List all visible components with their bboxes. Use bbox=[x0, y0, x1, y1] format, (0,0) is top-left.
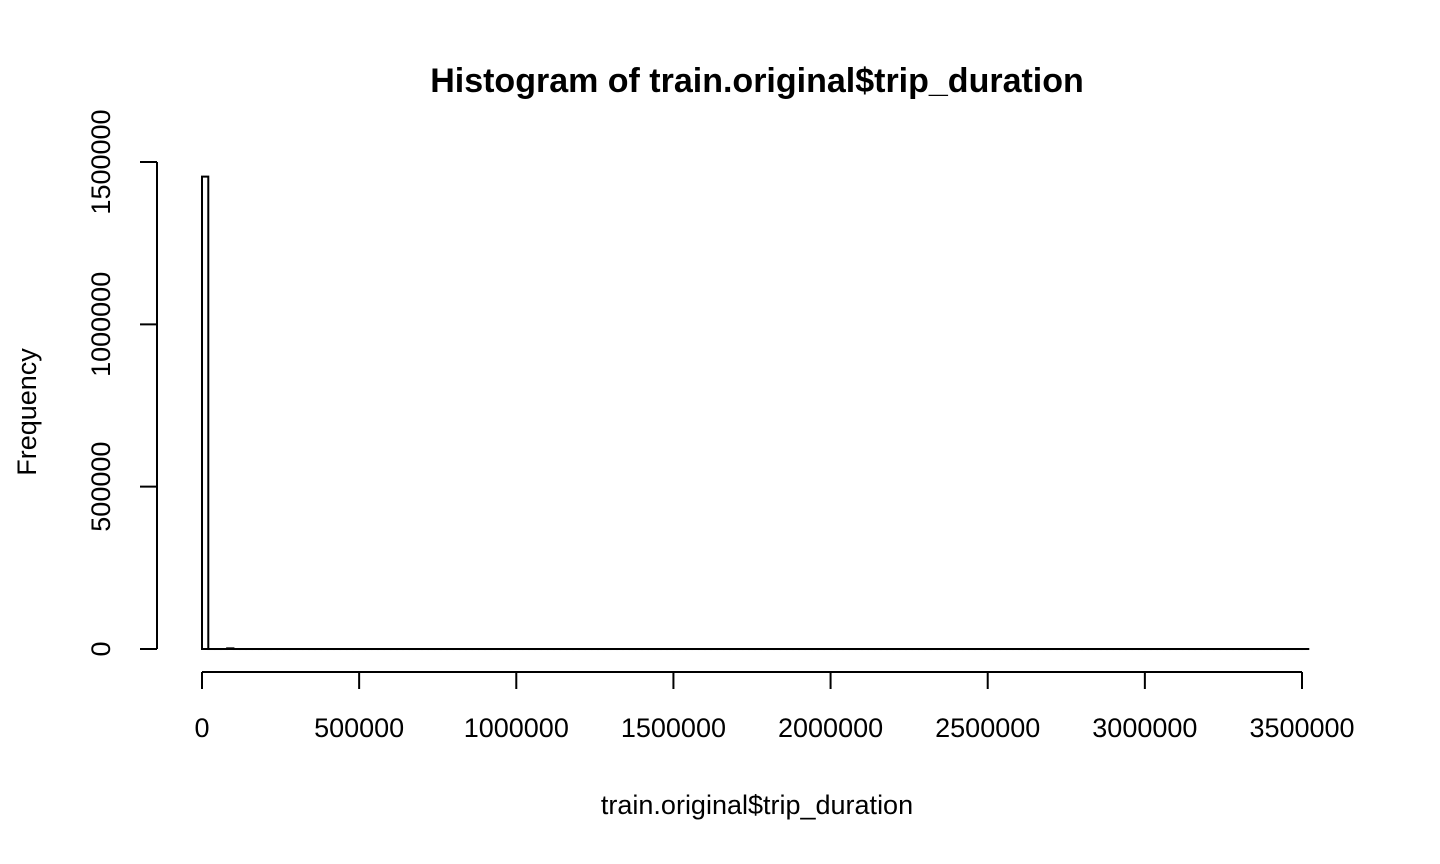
x-axis: 0 500000 1000000 1500000 2000000 2500000 30000… bbox=[194, 671, 1355, 743]
x-tick-label: 500000 bbox=[314, 713, 404, 743]
x-axis-label: train.original$trip_duration bbox=[601, 790, 913, 820]
y-axis: 0 500000 1000000 1500000 bbox=[86, 109, 158, 657]
x-tick-label: 2500000 bbox=[935, 713, 1040, 743]
x-tick-label: 1500000 bbox=[621, 713, 726, 743]
histogram-bars bbox=[201, 175, 1310, 651]
y-tick-label: 1000000 bbox=[86, 272, 116, 377]
x-tick-label: 3000000 bbox=[1092, 713, 1197, 743]
y-tick-label: 0 bbox=[86, 641, 116, 656]
histogram-bar bbox=[201, 175, 210, 651]
x-tick-label: 3500000 bbox=[1249, 713, 1354, 743]
x-tick-label: 0 bbox=[194, 713, 209, 743]
y-axis-label: Frequency bbox=[12, 348, 42, 476]
y-tick-label: 1500000 bbox=[86, 109, 116, 214]
y-tick-label: 500000 bbox=[86, 442, 116, 532]
chart-title: Histogram of train.original$trip_duratio… bbox=[430, 62, 1084, 100]
x-tick-label: 1000000 bbox=[464, 713, 569, 743]
x-tick-label: 2000000 bbox=[778, 713, 883, 743]
